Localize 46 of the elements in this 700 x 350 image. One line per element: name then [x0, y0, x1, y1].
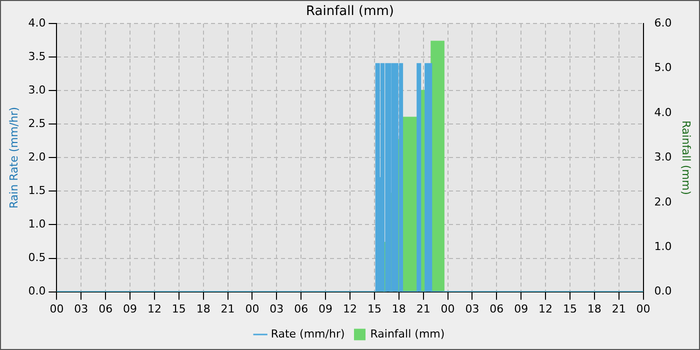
x-tick-label: 21 [416, 302, 430, 316]
x-tick-label: 03 [74, 302, 88, 316]
x-tick-label: 18 [196, 302, 210, 316]
y2-tick-label: 0.0 [654, 284, 672, 298]
x-tick-label: 15 [562, 302, 577, 316]
y-tick-label: 1.5 [28, 184, 46, 198]
chart-title: Rainfall (mm) [306, 4, 394, 20]
y-tick-label: 4.0 [28, 16, 46, 30]
x-tick-label: 06 [294, 302, 308, 316]
x-tick-label: 18 [392, 302, 406, 316]
y-tick-label: 0.5 [28, 251, 46, 264]
x-tick-label: 09 [318, 302, 333, 316]
y-tick-label: 1.0 [28, 218, 46, 231]
y2-axis-title: Rainfall (mm) [680, 120, 693, 195]
y2-tick-label: 5.0 [654, 61, 672, 74]
x-tick-label: 06 [490, 302, 504, 316]
y-tick-label: 0.0 [28, 284, 46, 298]
x-tick-label: 00 [636, 302, 650, 316]
x-tick-label: 09 [514, 302, 528, 316]
x-tick-label: 15 [367, 302, 382, 316]
y2-tick-label: 4.0 [654, 106, 672, 119]
x-tick-label: 00 [245, 302, 260, 316]
x-tick-label: 12 [538, 302, 553, 316]
y-tick-label: 2.5 [28, 117, 46, 130]
x-tick-label: 12 [147, 302, 162, 316]
x-tick-label: 00 [50, 302, 64, 316]
x-tick-label: 21 [220, 302, 235, 316]
y-tick-label: 3.5 [28, 50, 46, 63]
y-axis-title: Rain Rate (mm/hr) [7, 106, 20, 209]
y2-tick-label: 6.0 [654, 16, 672, 30]
x-tick-label: 03 [270, 302, 284, 316]
x-tick-label: 00 [440, 302, 455, 316]
x-tick-label: 03 [465, 302, 480, 316]
x-tick-label: 09 [123, 302, 138, 316]
legend-label: Rate (mm/hr) [270, 327, 345, 340]
y-tick-label: 2.0 [28, 150, 46, 164]
x-tick-label: 06 [98, 302, 113, 316]
y2-tick-label: 2.0 [654, 195, 672, 208]
y2-tick-label: 3.0 [654, 150, 672, 164]
x-tick-label: 21 [612, 302, 626, 316]
x-tick-label: 15 [172, 302, 186, 316]
y2-tick-label: 1.0 [654, 240, 672, 253]
legend-label: Rainfall (mm) [370, 327, 445, 340]
x-tick-label: 12 [343, 302, 357, 316]
y-tick-label: 3.0 [28, 84, 46, 97]
x-tick-label: 18 [587, 302, 602, 316]
